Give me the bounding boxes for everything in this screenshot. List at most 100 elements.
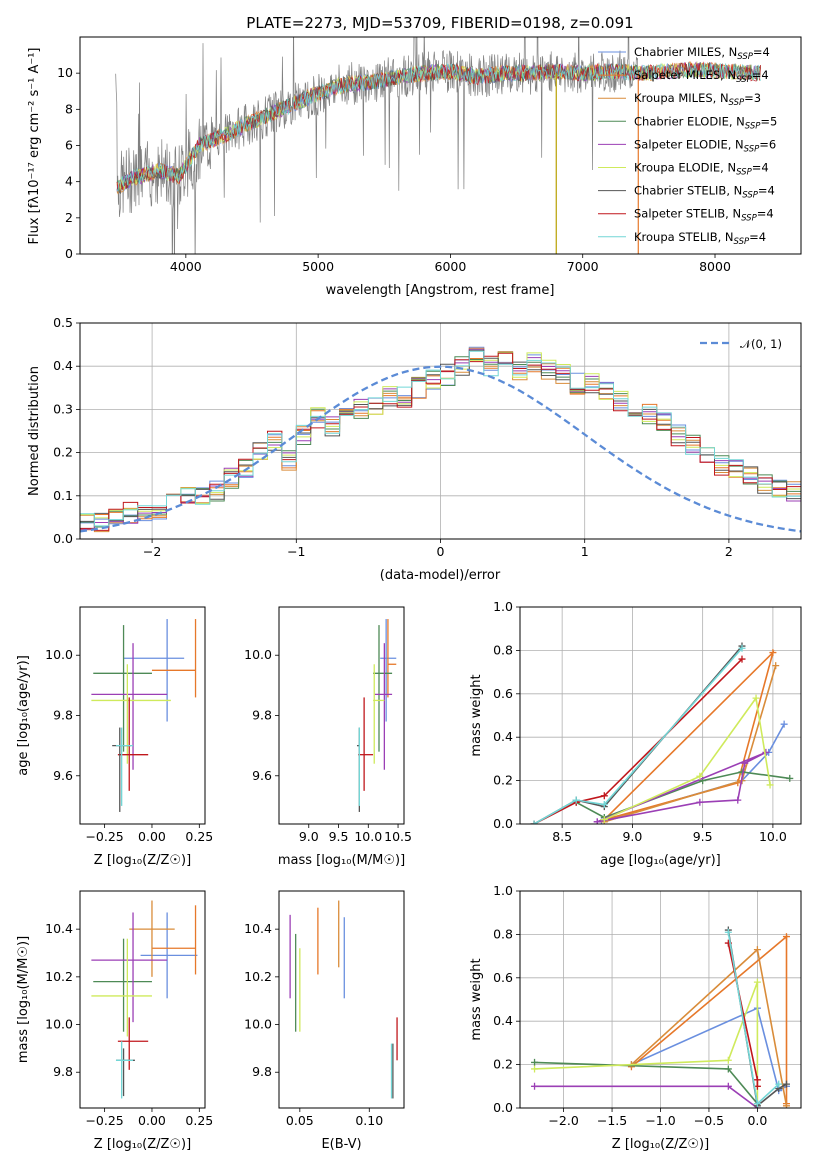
x-tick-label: −2 bbox=[143, 544, 161, 559]
legend-label: 𝒩(0, 1) bbox=[740, 337, 782, 351]
y-tick-label: 0.4 bbox=[493, 729, 513, 744]
legend-label-value: =4 bbox=[758, 184, 775, 198]
x-tick-label: −1.5 bbox=[597, 1113, 627, 1128]
y-tick-label: 0.0 bbox=[493, 1100, 513, 1115]
x-tick-label: 10.5 bbox=[384, 829, 412, 844]
y-tick-label: 10 bbox=[57, 65, 73, 80]
x-tick-label: 6000 bbox=[435, 259, 467, 274]
x-tick-label: 0.0 bbox=[747, 1113, 767, 1128]
weight-point-marker bbox=[600, 792, 608, 800]
x-tick-label: −1 bbox=[287, 544, 305, 559]
weight-series-line bbox=[533, 647, 743, 824]
x-axis-label: E(B-V) bbox=[321, 1137, 361, 1152]
weight-series-line bbox=[534, 1061, 759, 1105]
y-tick-label: 0.2 bbox=[493, 773, 513, 788]
y-axis-label: Flux [fλ10⁻¹⁷ erg cm⁻² s⁻¹ A⁻¹] bbox=[27, 48, 42, 245]
y-tick-label: 4 bbox=[65, 174, 73, 189]
y-tick-label: 1.0 bbox=[493, 599, 513, 614]
legend-label-subscript: SSP bbox=[744, 144, 760, 154]
y-tick-label: 10.2 bbox=[244, 969, 272, 984]
mass-vs-metallicity-panel: −0.25 0.00 0.25 9.8 10.0 10.2 10.4 Z [log₁₀(Z/Z… bbox=[16, 890, 213, 1152]
y-tick-label: 0.4 bbox=[53, 358, 73, 373]
legend-label-subscript: SSP bbox=[736, 168, 752, 178]
x-tick-label: −1.0 bbox=[645, 1113, 675, 1128]
weight-series-line bbox=[603, 649, 775, 821]
x-tick-label: 0.00 bbox=[138, 829, 166, 844]
y-tick-label: 9.8 bbox=[53, 708, 73, 723]
y-tick-label: 9.8 bbox=[252, 1064, 272, 1079]
x-axis-label: Z [log₁₀(Z/Z☉)] bbox=[94, 853, 191, 868]
y-tick-label: 0.8 bbox=[493, 926, 513, 941]
age-vs-metallicity-panel: −0.25 0.00 0.25 9.6 9.8 10.0 Z [log₁₀(Z/Z☉)] ag… bbox=[16, 606, 213, 868]
error-bars bbox=[289, 900, 398, 1099]
histogram-step-line bbox=[80, 348, 801, 530]
weight-point-marker bbox=[775, 1080, 783, 1088]
axes-frame bbox=[519, 606, 802, 825]
legend-label-value: =4 bbox=[752, 161, 769, 175]
legend-label-subscript: SSP bbox=[729, 98, 745, 108]
histogram-step-line bbox=[80, 350, 801, 527]
y-tick-label: 0.0 bbox=[493, 816, 513, 831]
x-tick-label: 10.0 bbox=[759, 829, 787, 844]
x-axis-label: Z [log₁₀(Z/Z☉)] bbox=[94, 1137, 191, 1152]
y-tick-label: 9.6 bbox=[252, 768, 272, 783]
weight-point-marker bbox=[738, 644, 746, 652]
x-tick-label: 0.00 bbox=[138, 1113, 166, 1128]
error-bars bbox=[356, 619, 397, 812]
legend-label-text: Chabrier ELODIE, N bbox=[634, 114, 745, 128]
axes-frame bbox=[278, 890, 405, 1109]
weight-point-marker bbox=[572, 796, 580, 804]
y-tick-label: 0.5 bbox=[53, 315, 73, 330]
legend-label: Kroupa STELIB, NSSP=4 bbox=[634, 230, 766, 247]
x-axis-label: wavelength [Angstrom, rest frame] bbox=[326, 283, 555, 298]
y-tick-label: 10.0 bbox=[244, 647, 272, 662]
x-tick-label: 1 bbox=[581, 544, 589, 559]
legend-label: Kroupa ELODIE, NSSP=4 bbox=[634, 161, 769, 178]
x-tick-label: 4000 bbox=[170, 259, 202, 274]
legend-label: Chabrier MILES, NSSP=4 bbox=[634, 45, 770, 62]
y-tick-label: 10.4 bbox=[244, 921, 272, 936]
residuals-panel: −2 −1 0 1 2 0.0 0.1 0.2 0.3 0.4 0.5 𝒩(0, 1) (data-mo… bbox=[27, 315, 802, 583]
legend-label-value: =6 bbox=[759, 137, 776, 151]
legend-label-value: =4 bbox=[757, 207, 774, 221]
x-tick-label: 10.0 bbox=[354, 829, 382, 844]
x-tick-label: −0.25 bbox=[85, 829, 123, 844]
axes-frame bbox=[278, 606, 405, 825]
y-tick-label: 9.6 bbox=[53, 768, 73, 783]
weight-series-line bbox=[534, 1085, 758, 1108]
error-bars bbox=[91, 900, 198, 1099]
weight-vs-metallicity-panel: −2.0 −1.5 −1.0 −0.5 0.0 0.0 0.2 0.4 0.6 0.8 1.0 Z [… bbox=[469, 883, 802, 1152]
legend-label: Salpeter STELIB, NSSP=4 bbox=[634, 207, 774, 224]
y-axis-label: mass weight bbox=[469, 958, 484, 1040]
weight-point-marker bbox=[786, 774, 794, 782]
x-tick-label: −0.5 bbox=[694, 1113, 724, 1128]
weight-series-line bbox=[596, 751, 767, 823]
mass-vs-ebv-panel: 0.05 0.10 9.8 10.0 10.2 10.4 E(B-V) bbox=[244, 890, 405, 1152]
weight-point-marker bbox=[531, 1082, 539, 1090]
weight-series-line bbox=[533, 645, 743, 824]
weight-point-marker bbox=[753, 1076, 761, 1084]
legend-label-subscript: SSP bbox=[736, 75, 752, 85]
weight-point-marker bbox=[530, 820, 538, 824]
axes-frame bbox=[79, 322, 802, 540]
y-tick-label: 0.2 bbox=[493, 1057, 513, 1072]
y-tick-label: 6 bbox=[65, 138, 73, 153]
weight-series-line bbox=[534, 981, 759, 1104]
weight-point-marker bbox=[696, 798, 704, 806]
y-tick-label: 0.4 bbox=[493, 1013, 513, 1028]
model-spectrum-line bbox=[116, 62, 761, 192]
weight-point-marker bbox=[753, 978, 761, 986]
weight-point-marker bbox=[766, 781, 774, 789]
y-tick-label: 9.8 bbox=[252, 708, 272, 723]
legend-label-text: Kroupa STELIB, N bbox=[634, 230, 734, 244]
x-tick-label: 9.5 bbox=[329, 829, 349, 844]
y-tick-label: 0.3 bbox=[53, 401, 73, 416]
axes-frame bbox=[79, 36, 802, 255]
weight-point-marker bbox=[769, 649, 777, 657]
weight-point-marker bbox=[600, 800, 608, 808]
legend-label-subscript: SSP bbox=[741, 214, 757, 224]
x-tick-label: −2.0 bbox=[548, 1113, 578, 1128]
legend-label-subscript: SSP bbox=[742, 191, 758, 201]
weight-point-marker bbox=[724, 1056, 732, 1064]
